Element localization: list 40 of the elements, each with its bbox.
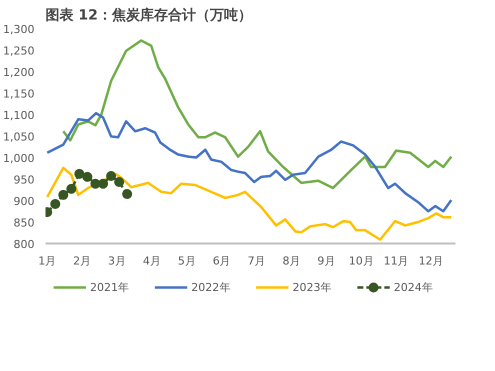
y-tick-label: 900 xyxy=(14,195,35,208)
legend-label: 2021年 xyxy=(90,281,130,294)
y-tick-label: 1,100 xyxy=(3,109,35,122)
point xyxy=(74,168,84,179)
y-tick-label: 1,200 xyxy=(3,66,35,79)
line-series xyxy=(46,112,453,212)
point xyxy=(82,172,92,182)
legend-label: 2024年 xyxy=(394,281,433,294)
point xyxy=(114,177,124,187)
y-tick-label: 800 xyxy=(14,238,35,251)
x-tick-label: 6月 xyxy=(212,254,231,268)
y-tick-label: 850 xyxy=(14,216,35,230)
y-tick-label: 1,300 xyxy=(3,23,35,36)
point xyxy=(98,178,108,189)
x-tick-label: 11月 xyxy=(384,254,409,268)
line-series xyxy=(62,39,453,190)
x-tick-label: 9月 xyxy=(317,254,336,268)
point xyxy=(106,171,116,181)
legend-label: 2023年 xyxy=(292,281,332,294)
x-tick-label: 8月 xyxy=(282,254,300,268)
y-tick-label: 1,150 xyxy=(3,88,35,100)
x-tick-label: 3月 xyxy=(108,254,126,268)
x-tick-label: 7月 xyxy=(248,254,266,268)
y-tick-label: 1,250 xyxy=(3,44,35,58)
x-tick-label: 5月 xyxy=(178,254,196,268)
chart-title: 图表 12：焦炭库存合计（万吨） xyxy=(46,6,252,24)
point xyxy=(50,198,60,209)
x-tick-label: 4月 xyxy=(142,254,161,268)
point xyxy=(66,184,76,194)
y-tick-label: 950 xyxy=(14,174,35,186)
point xyxy=(58,190,68,200)
line-series xyxy=(46,166,453,241)
x-tick-label: 10月 xyxy=(348,254,374,268)
x-tick-label: 2月 xyxy=(73,254,92,268)
x-tick-label: 1月 xyxy=(38,254,56,268)
x-tick-label: 12月 xyxy=(418,254,444,268)
y-tick-label: 1,050 xyxy=(3,130,35,144)
point xyxy=(122,189,132,200)
y-tick-label: 1,000 xyxy=(3,152,35,165)
legend-label: 2022年 xyxy=(191,281,230,294)
